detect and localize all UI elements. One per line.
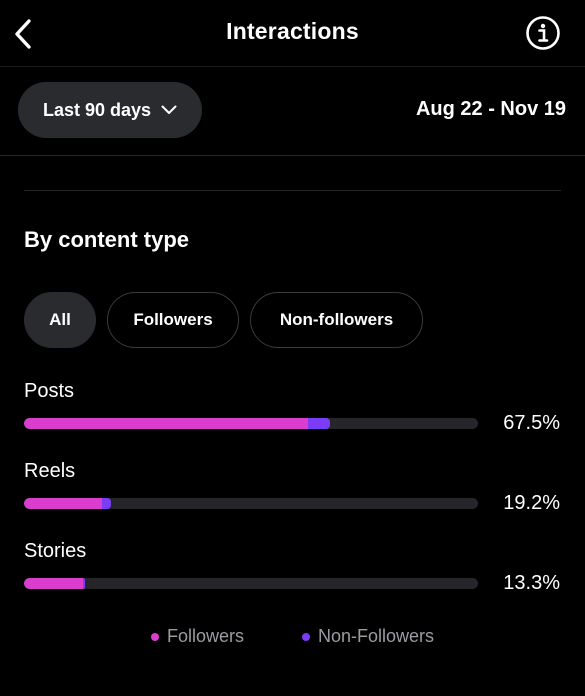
bar-followers-reels [24, 498, 103, 509]
non-followers-dot-icon [301, 632, 310, 641]
date-range-row: Last 90 days Aug 22 - Nov 19 [0, 67, 585, 156]
page-title: Interactions [226, 18, 359, 44]
filter-chip-label: All [49, 310, 71, 329]
chevron-down-icon [161, 105, 177, 114]
chevron-left-icon [15, 19, 31, 49]
back-button[interactable] [8, 14, 38, 54]
bar-percentage-posts: 67.5% [503, 412, 560, 434]
section-divider [24, 190, 561, 191]
legend-label: Followers [166, 626, 244, 646]
bar-followers-posts [24, 418, 308, 429]
bar-track [24, 498, 478, 509]
filter-chip-label: Non-followers [279, 310, 394, 329]
bar-percentage-reels: 19.2% [503, 492, 560, 514]
date-range-dropdown[interactable]: Last 90 days [18, 82, 202, 138]
bar-label-reels: Reels [24, 460, 76, 482]
bar-percentage-stories: 13.3% [503, 572, 560, 594]
section-title: By content type [24, 227, 190, 252]
filter-chip-non-followers[interactable]: Non-followers [250, 292, 423, 348]
top-bar: Interactions [0, 0, 585, 67]
filter-chip-all[interactable]: All [24, 292, 96, 348]
filter-chip-followers[interactable]: Followers [107, 292, 239, 348]
info-button[interactable] [525, 15, 561, 51]
date-range-text: Aug 22 - Nov 19 [415, 98, 566, 120]
chart-legend: Followers Non-Followers [0, 626, 585, 647]
legend-item-non-followers: Non-Followers [301, 626, 435, 647]
legend-item-followers: Followers [150, 626, 244, 647]
bar-label-stories: Stories [24, 540, 87, 562]
bar-label-posts: Posts [24, 380, 75, 402]
bar-track [24, 578, 478, 589]
info-circle-icon [526, 16, 560, 50]
bar-non-followers-reels [102, 498, 112, 509]
bar-non-followers-stories [83, 578, 86, 589]
filter-chip-label: Followers [133, 310, 213, 329]
date-range-label: Last 90 days [42, 99, 152, 120]
bar-track [24, 418, 478, 429]
bar-non-followers-posts [307, 418, 331, 429]
legend-label: Non-Followers [317, 626, 435, 646]
followers-dot-icon [150, 632, 159, 641]
bar-followers-stories [24, 578, 84, 589]
